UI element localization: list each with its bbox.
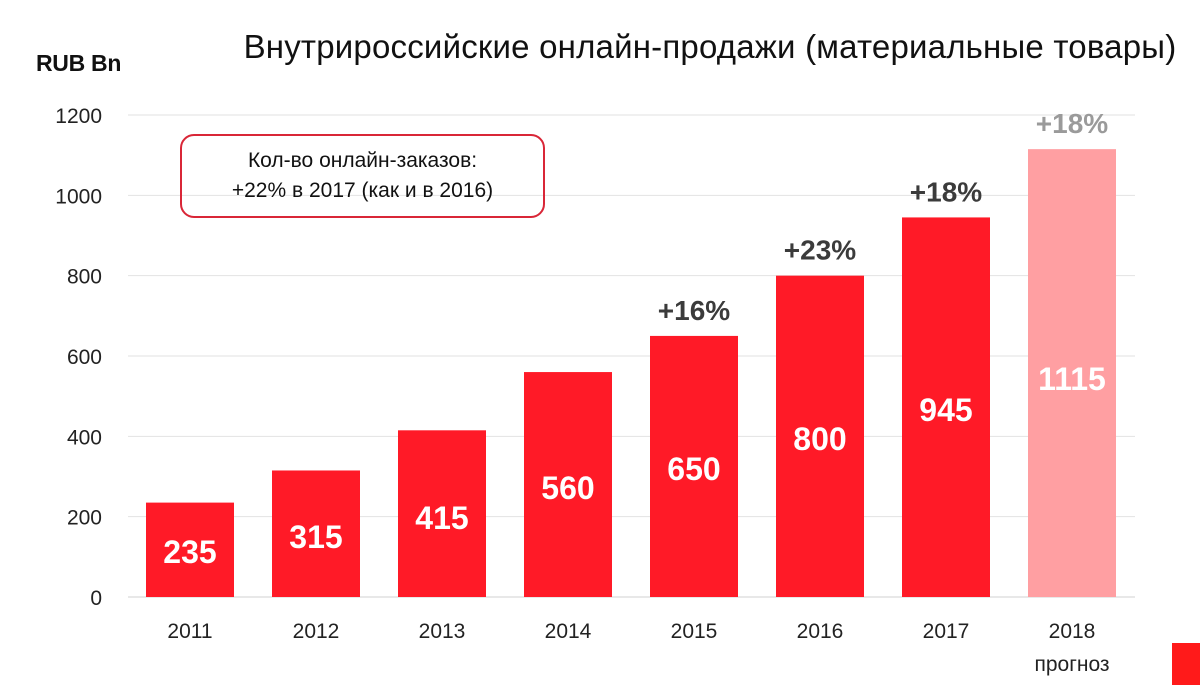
y-tick-label: 1000 bbox=[55, 185, 102, 208]
bar bbox=[146, 502, 234, 597]
bar bbox=[524, 372, 612, 597]
x-tick-label: 2013 bbox=[419, 620, 466, 643]
x-tick-label: 2018 bbox=[1049, 620, 1096, 643]
bar-value-label: 560 bbox=[541, 470, 594, 506]
callout-line-1: Кол-во онлайн-заказов: bbox=[247, 149, 478, 172]
bar bbox=[776, 275, 864, 597]
bar-value-label: 650 bbox=[667, 451, 720, 487]
y-tick-label: 800 bbox=[67, 266, 102, 289]
bar bbox=[1028, 149, 1116, 597]
x-tick-label: 2017 bbox=[923, 620, 970, 643]
x-tick-label: 2014 bbox=[545, 620, 592, 643]
bar-value-label: 1115 bbox=[1038, 361, 1106, 397]
x-tick-label: 2011 bbox=[167, 620, 212, 643]
bar bbox=[398, 430, 486, 597]
bar bbox=[902, 217, 990, 598]
bar-value-label: 315 bbox=[289, 519, 342, 555]
bar-value-label: 945 bbox=[919, 392, 972, 428]
bar-value-label: 800 bbox=[793, 421, 846, 457]
chart-title: Внутрироссийские онлайн-продажи (материа… bbox=[243, 28, 1177, 65]
y-tick-label: 200 bbox=[67, 507, 102, 530]
growth-label: +18% bbox=[1036, 108, 1108, 139]
x-tick-label: 2012 bbox=[293, 620, 340, 643]
bar-value-label: 235 bbox=[163, 534, 216, 570]
y-tick-label: 0 bbox=[90, 587, 102, 610]
x-tick-label: 2015 bbox=[671, 620, 718, 643]
y-axis-unit-label: RUB Bn bbox=[36, 50, 122, 76]
x-tick-label: 2016 bbox=[797, 620, 844, 643]
x-tick-sublabel: прогноз bbox=[1034, 653, 1109, 676]
y-tick-label: 1200 bbox=[55, 105, 102, 128]
bar bbox=[272, 470, 360, 597]
y-tick-label: 400 bbox=[67, 426, 102, 449]
growth-label: +23% bbox=[784, 235, 856, 266]
growth-label: +16% bbox=[658, 295, 730, 326]
bar-value-label: 415 bbox=[415, 500, 468, 536]
bar bbox=[650, 335, 738, 597]
orders-growth-callout: Кол-во онлайн-заказов: +22% в 2017 (как … bbox=[180, 134, 545, 218]
growth-label: +18% bbox=[910, 176, 982, 207]
corner-accent bbox=[1172, 643, 1200, 685]
callout-line-2: +22% в 2017 (как и в 2016) bbox=[231, 179, 494, 202]
y-tick-label: 600 bbox=[67, 346, 102, 369]
